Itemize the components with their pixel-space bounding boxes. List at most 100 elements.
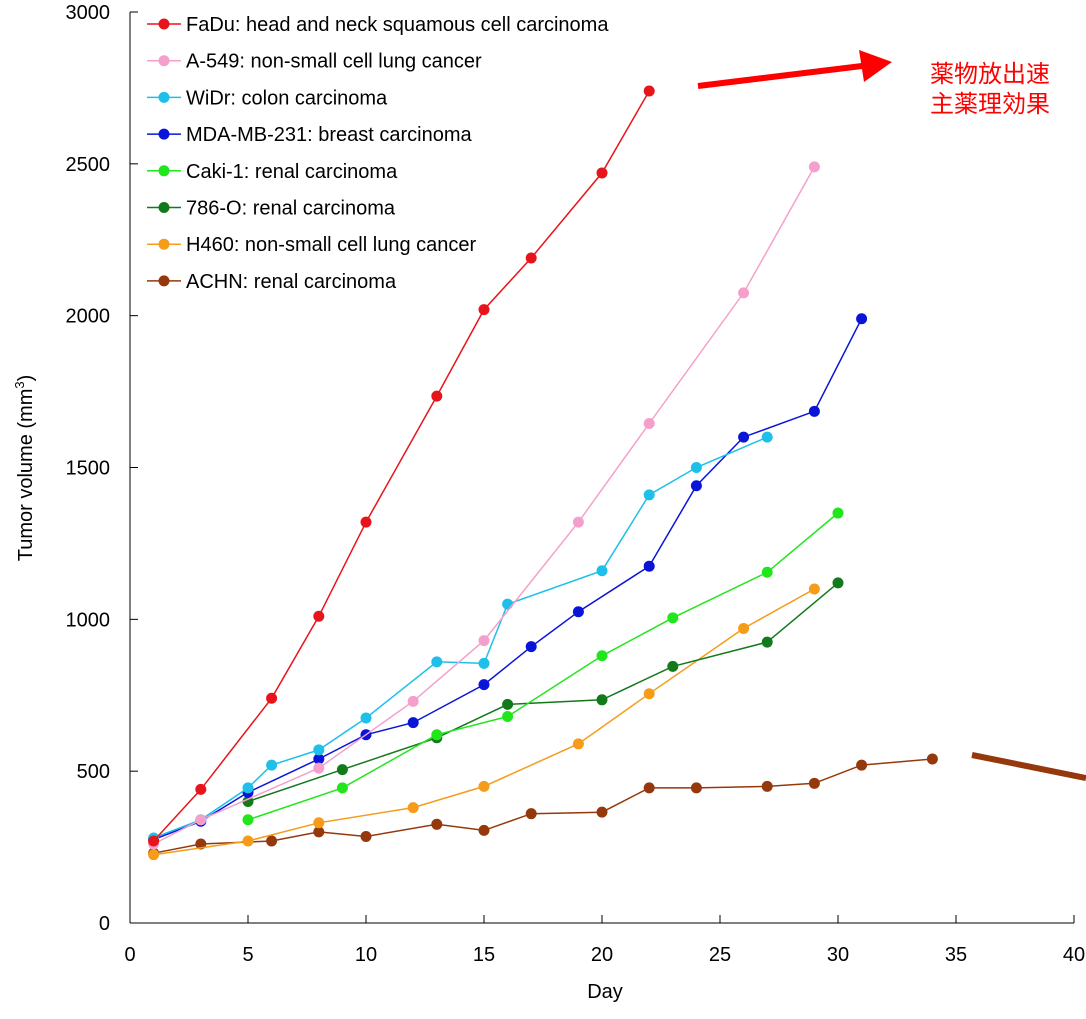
data-point [667, 612, 679, 624]
y-tick-label: 3000 [66, 2, 111, 24]
data-point [596, 565, 608, 577]
legend-item: ACHN: renal carcinoma [147, 271, 397, 293]
axes: 0 500 1000 1500 2000 2500 3000 0 5 10 15 20 25 30 35 40 [66, 2, 1086, 966]
data-point [478, 304, 490, 316]
data-point [313, 817, 325, 829]
data-point [360, 712, 372, 724]
data-point [431, 656, 443, 668]
data-point [431, 818, 443, 830]
legend-item: A-549: non-small cell lung cancer [147, 51, 482, 73]
data-point [525, 252, 537, 264]
data-point [313, 753, 325, 765]
series-line [153, 166, 816, 845]
legend-swatch-marker [158, 275, 170, 287]
series-6 [148, 583, 820, 861]
data-point [313, 762, 325, 774]
series-group [148, 85, 938, 861]
data-point [643, 782, 655, 794]
data-point [738, 622, 750, 634]
data-point [596, 806, 608, 818]
x-tick-label: 35 [945, 944, 967, 966]
x-tick-label: 15 [473, 944, 495, 966]
data-point [643, 85, 655, 97]
data-point [525, 808, 537, 820]
x-tick-label: 0 [124, 944, 135, 966]
y-tick-label: 1000 [66, 609, 111, 631]
data-point [572, 516, 584, 528]
annotation-arrow-red-head [859, 50, 892, 82]
data-point [643, 417, 655, 429]
data-point [643, 489, 655, 501]
series-5 [242, 577, 844, 808]
data-point [525, 641, 537, 653]
data-point [832, 507, 844, 519]
annotations: 薬物放出速 主薬理効果 [697, 50, 1086, 781]
x-tick-label: 25 [709, 944, 731, 966]
data-point [596, 694, 608, 706]
x-axis-title: Day [587, 981, 623, 1003]
legend-item: 786-O: renal carcinoma [147, 198, 396, 220]
x-tick-label: 20 [591, 944, 613, 966]
annotation-text-line1: 薬物放出速 [930, 61, 1050, 88]
data-point [478, 824, 490, 836]
data-point [808, 405, 820, 417]
data-point [407, 717, 419, 729]
legend-label: WiDr: colon carcinoma [186, 87, 388, 109]
series-line [153, 436, 768, 839]
data-point [856, 313, 868, 325]
series-0 [148, 85, 655, 847]
data-point [148, 835, 160, 847]
data-point [266, 835, 278, 847]
annotation-arrow-red-shaft [697, 63, 863, 89]
y-tick-label: 1500 [66, 458, 111, 480]
data-point [856, 759, 868, 771]
data-point [195, 783, 207, 795]
x-tick-label: 30 [827, 944, 849, 966]
data-point [242, 782, 254, 794]
annotation-text-line2: 主薬理効果 [930, 91, 1050, 118]
data-point [195, 814, 207, 826]
data-point [761, 431, 773, 443]
series-line [247, 512, 839, 821]
data-point [431, 390, 443, 402]
legend-label: A-549: non-small cell lung cancer [186, 51, 482, 73]
data-point [478, 780, 490, 792]
data-point [502, 711, 514, 723]
data-point [360, 830, 372, 842]
data-point [478, 657, 490, 669]
data-point [596, 167, 608, 179]
data-point [761, 780, 773, 792]
data-point [572, 606, 584, 618]
legend-item: FaDu: head and neck squamous cell carcin… [147, 14, 609, 36]
data-point [266, 759, 278, 771]
series-1 [148, 161, 820, 850]
data-point [242, 835, 254, 847]
x-tick-label: 40 [1063, 944, 1085, 966]
data-point [761, 636, 773, 648]
legend-label: FaDu: head and neck squamous cell carcin… [186, 14, 609, 36]
data-point [313, 744, 325, 756]
data-point [407, 695, 419, 707]
series-line [247, 582, 839, 803]
legend-label: H460: non-small cell lung cancer [186, 234, 476, 256]
legend-swatch-marker [158, 18, 170, 30]
legend-item: Caki-1: renal carcinoma [147, 161, 398, 183]
data-point [643, 688, 655, 700]
data-point [572, 738, 584, 750]
legend-swatch-marker [158, 165, 170, 177]
data-point [690, 462, 702, 473]
legend-item: WiDr: colon carcinoma [147, 87, 388, 109]
series-2 [148, 431, 773, 844]
legend-label: MDA-MB-231: breast carcinoma [186, 124, 473, 146]
legend-swatch-marker [158, 238, 170, 250]
data-point [431, 729, 443, 741]
data-point [738, 287, 750, 299]
series-line [153, 90, 650, 842]
data-point [738, 431, 750, 443]
y-tick-label: 0 [99, 913, 110, 935]
y-axis-title-end: ) [15, 375, 37, 382]
data-point [643, 560, 655, 572]
legend-swatch-marker [158, 202, 170, 213]
